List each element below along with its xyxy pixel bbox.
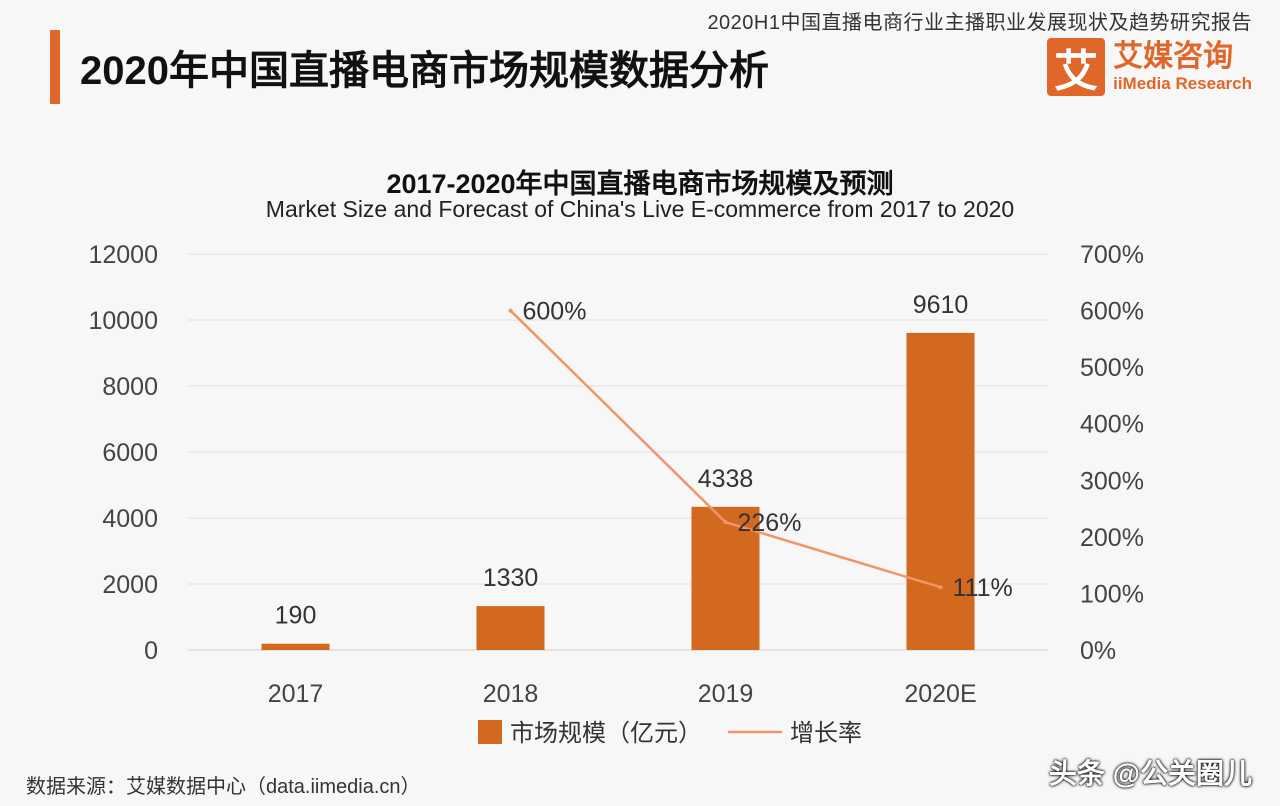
y-left-tick-label: 8000: [102, 373, 158, 401]
legend-line-label: 增长率: [790, 720, 862, 747]
bar: [906, 332, 975, 650]
legend-bar-swatch: [478, 720, 502, 744]
page-title: 2020年中国直播电商市场规模数据分析: [80, 49, 769, 93]
y-right-tick-label: 700%: [1080, 241, 1144, 269]
bar: [476, 606, 545, 650]
y-left-tick-label: 2000: [102, 571, 158, 599]
y-right-tick-label: 200%: [1080, 524, 1144, 552]
title-accent-bar: [50, 30, 60, 104]
bar-value-label: 1330: [483, 564, 539, 592]
x-tick-label: 2018: [483, 680, 539, 708]
logo-name-cn: 艾媒咨询: [1113, 40, 1234, 73]
chart-subtitle: Market Size and Forecast of China's Live…: [265, 196, 1015, 222]
growth-value-label: 600%: [523, 298, 587, 326]
logo-name-en: iiMedia Research: [1113, 74, 1252, 93]
growth-value-label: 111%: [953, 574, 1013, 602]
y-right-tick-label: 400%: [1080, 411, 1144, 439]
bar-value-label: 4338: [698, 465, 754, 493]
y-left-tick-label: 0: [144, 637, 158, 665]
growth-point: [723, 520, 728, 525]
logo-mark: 艾: [1047, 38, 1106, 96]
growth-point: [938, 585, 943, 590]
y-right-tick-label: 600%: [1080, 298, 1144, 326]
chart-title: 2017-2020年中国直播电商市场规模及预测: [386, 169, 894, 199]
y-right-tick-label: 100%: [1080, 580, 1144, 608]
data-source: 数据来源：艾媒数据中心（data.iimedia.cn）: [26, 776, 421, 798]
y-right-tick-label: 300%: [1080, 467, 1144, 495]
y-right-tick-label: 500%: [1080, 354, 1144, 382]
brand-logo: 艾 艾媒咨询 iiMedia Research: [1047, 38, 1252, 96]
growth-point: [508, 308, 513, 313]
y-left-tick-label: 6000: [102, 439, 158, 467]
x-tick-label: 2019: [698, 680, 754, 708]
bar: [691, 506, 760, 650]
y-left-tick-label: 4000: [102, 505, 158, 533]
x-tick-label: 2020E: [904, 680, 976, 708]
growth-value-label: 226%: [738, 509, 802, 537]
bar-value-label: 190: [275, 602, 317, 630]
legend-bar-label: 市场规模（亿元）: [510, 720, 702, 747]
bar-value-label: 9610: [913, 291, 969, 319]
x-tick-label: 2017: [268, 680, 324, 708]
logo-text: 艾媒咨询 iiMedia Research: [1113, 40, 1252, 94]
y-left-tick-label: 10000: [88, 307, 158, 335]
bar: [261, 643, 330, 650]
report-name: 2020H1中国直播电商行业主播职业发展现状及趋势研究报告: [707, 12, 1252, 34]
y-left-tick-label: 12000: [88, 241, 158, 269]
y-right-tick-label: 0%: [1080, 637, 1116, 665]
watermark: 头条 @公关圈儿: [1048, 758, 1252, 789]
